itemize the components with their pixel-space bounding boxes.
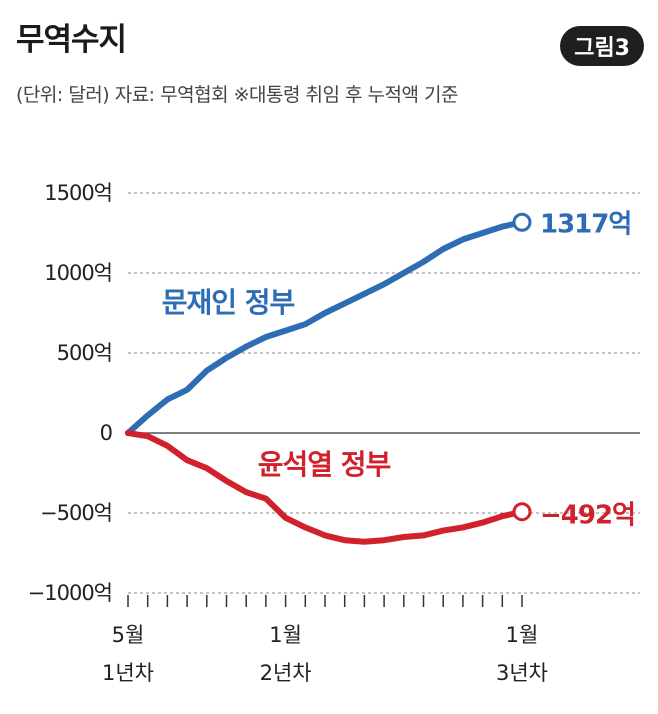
series-end-label: −492억 (540, 501, 635, 531)
x-tick-label-year: 2년차 (260, 661, 312, 685)
chart-title: 무역수지 (16, 22, 127, 58)
y-tick-label: 500억 (57, 341, 112, 365)
y-tick-label: −500억 (40, 501, 112, 525)
figure-badge: 그림3 (560, 26, 644, 66)
series-name-label: 윤석열 정부 (258, 448, 391, 481)
y-tick-label: 1500억 (44, 181, 112, 205)
chart-subtitle: (단위: 달러) 자료: 무역협회 ※대통령 취임 후 누적액 기준 (16, 84, 458, 106)
x-tick-label: 1월 (506, 623, 539, 647)
series-end-marker (512, 502, 532, 522)
y-tick-label: 0 (100, 421, 112, 445)
series-line-moon (125, 219, 525, 436)
series-name-label: 문재인 정부 (162, 286, 295, 319)
y-axis-labels: 1500억 1000억 500억 0 −500억 −1000억 (28, 181, 113, 605)
x-tick-label-year: 1년차 (102, 661, 154, 685)
grid-lines (128, 192, 640, 594)
series-end-marker (512, 212, 532, 232)
y-tick-label: −1000억 (28, 581, 112, 605)
series-end-label: 1317억 (540, 209, 631, 239)
x-tick-label: 5월 (112, 623, 145, 647)
x-tick-label: 1월 (269, 623, 302, 647)
x-tick-label-year: 3년차 (496, 661, 548, 685)
y-tick-label: 1000억 (44, 261, 112, 285)
series-start-point (125, 430, 131, 436)
x-axis: 5월 1년차 1월 2년차 1월 3년차 (102, 595, 548, 685)
series-lines (125, 212, 532, 545)
series-line-yoon (125, 430, 525, 545)
